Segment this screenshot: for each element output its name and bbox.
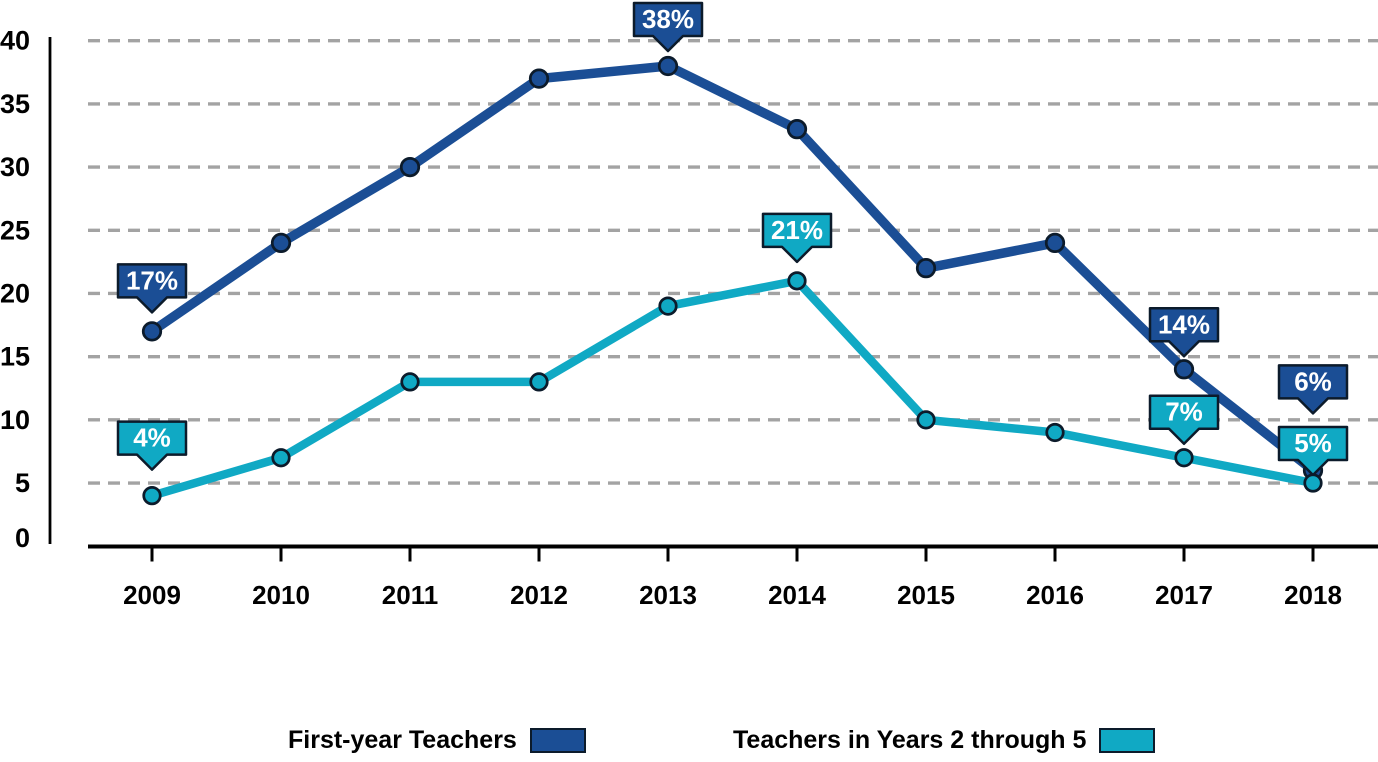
legend-label-first-year-teachers: First-year Teachers — [288, 726, 517, 754]
callout-21pct-2014: 21% — [761, 212, 833, 264]
axes — [48, 37, 1378, 549]
callout-text: 17% — [126, 265, 178, 295]
x-tick-label-2015: 2015 — [897, 580, 955, 610]
data-point-1-2011 — [400, 372, 420, 392]
callout-4pct-2009: 4% — [116, 420, 188, 471]
x-tick-label-2014: 2014 — [768, 580, 826, 610]
callout-5pct-2018: 5% — [1277, 425, 1349, 477]
callout-17pct-2009: 17% — [116, 263, 188, 314]
line-chart-canvas: 0 5 10 15 20 25 30 35 40 2009 2010 2011 2012 2013 2014… — [0, 1, 1378, 610]
x-tick-label-2012: 2012 — [510, 580, 568, 610]
x-tick-label-2018: 2018 — [1284, 580, 1342, 610]
y-tick-label-0: 0 — [15, 523, 30, 553]
x-tick-label-2016: 2016 — [1026, 580, 1084, 610]
y-axis-labels: 0 5 10 15 20 25 30 35 40 — [0, 26, 30, 553]
callout-6pct-2018: 6% — [1277, 364, 1349, 415]
data-point-1-2014 — [787, 271, 807, 291]
data-point-1-2018 — [1303, 473, 1323, 493]
callout-14pct-2017: 14% — [1148, 307, 1220, 358]
callout-text: 14% — [1158, 309, 1210, 339]
data-point-1-2015 — [916, 410, 936, 430]
y-tick-label-10: 10 — [0, 405, 30, 435]
data-point-1-2017 — [1174, 448, 1194, 468]
legend-swatch-years-2-through-5 — [1099, 728, 1156, 753]
data-point-0-2016 — [1044, 232, 1066, 254]
data-point-0-2012 — [528, 68, 550, 89]
x-tick-label-2009: 2009 — [123, 580, 181, 610]
data-point-0-2015 — [915, 258, 937, 279]
data-point-0-2011 — [399, 156, 421, 178]
callout-text: 5% — [1294, 428, 1332, 458]
y-tick-label-35: 35 — [0, 89, 30, 119]
data-point-1-2016 — [1045, 422, 1065, 443]
y-tick-label-15: 15 — [0, 342, 30, 372]
y-tick-label-25: 25 — [0, 215, 30, 245]
series-line-0 — [149, 61, 1316, 475]
callout-bubble — [116, 263, 188, 314]
x-tick-label-2010: 2010 — [252, 580, 310, 610]
callout-bubble — [1148, 307, 1220, 358]
callout-bubble — [1148, 394, 1220, 445]
y-tick-label-40: 40 — [0, 26, 30, 56]
x-tick-label-2017: 2017 — [1155, 580, 1213, 610]
callout-text: 7% — [1165, 397, 1203, 427]
legend-label-years-2-through-5: Teachers in Years 2 through 5 — [733, 726, 1087, 754]
y-tick-label-5: 5 — [15, 468, 30, 498]
chart-legend: First-year Teachers Teachers in Years 2 … — [0, 726, 1378, 760]
data-point-1-2009 — [142, 486, 162, 506]
callout-bubble — [761, 212, 833, 264]
y-tick-label-30: 30 — [0, 152, 30, 182]
callout-bubble — [1277, 425, 1349, 477]
callout-text: 21% — [771, 215, 823, 245]
data-point-1-2010 — [271, 448, 291, 468]
legend-item-first-year-teachers: First-year Teachers — [288, 726, 586, 755]
callout-text: 4% — [133, 423, 171, 453]
data-point-0-2014 — [786, 119, 808, 140]
callout-text: 6% — [1294, 366, 1332, 396]
x-tick-label-2011: 2011 — [382, 580, 438, 610]
legend-swatch-first-year-teachers — [529, 728, 586, 753]
callout-bubble — [632, 1, 704, 53]
data-point-1-2012 — [529, 372, 549, 392]
x-tick-label-2013: 2013 — [639, 580, 697, 610]
data-point-0-2010 — [270, 232, 292, 254]
callout-bubble — [116, 420, 188, 471]
x-axis-labels: 2009 2010 2011 2012 2013 2014 2015 2016 2017 2018 — [123, 546, 1342, 610]
data-point-0-2017 — [1173, 359, 1195, 380]
y-tick-label-20: 20 — [0, 278, 30, 308]
callout-text: 38% — [642, 4, 694, 34]
data-point-1-2013 — [658, 296, 678, 316]
callout-bubble — [1277, 364, 1349, 415]
legend-item-years-2-through-5: Teachers in Years 2 through 5 — [733, 726, 1156, 755]
callout-38pct-2013: 38% — [632, 1, 704, 53]
series-line-1 — [150, 276, 1314, 500]
callout-7pct-2017: 7% — [1148, 394, 1220, 445]
data-point-0-2009 — [141, 321, 163, 342]
data-point-0-2013 — [657, 55, 679, 77]
